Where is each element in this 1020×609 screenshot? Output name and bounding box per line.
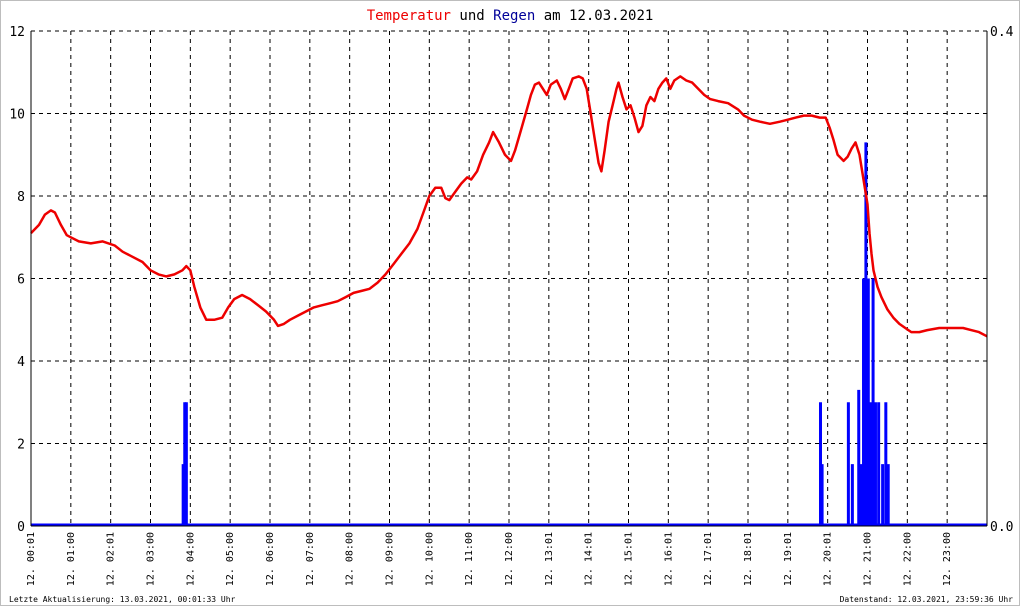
y-axis-labels: 0 2 4 6 8 10 12 0.0 0.4 (9, 25, 1013, 535)
x-tick-label: 12. 21:00 (863, 532, 874, 586)
title-temperature: Temperatur (367, 8, 451, 24)
x-tick-label: 12. 01:00 (66, 532, 77, 586)
temperature-line-group (30, 75, 988, 338)
rain-bar (859, 464, 863, 526)
y-right-tick-label: 0.4 (990, 25, 1014, 40)
temperature-line (30, 75, 988, 338)
y-left-tick-label: 6 (17, 273, 25, 288)
x-tick-label: 12. 00:01 (26, 532, 37, 586)
y-left-tick-label: 2 (17, 438, 25, 453)
y-right-tick-label: 0.0 (990, 520, 1013, 535)
rain-bar (183, 402, 187, 526)
x-tick-label: 12. 23:00 (942, 532, 953, 586)
x-tick-label: 12. 03:00 (146, 532, 157, 586)
x-tick-label: 12. 02:01 (106, 532, 117, 586)
footer-data-status: Datenstand: 12.03.2021, 23:59:36 Uhr (840, 595, 1014, 604)
x-tick-label: 12. 16:01 (663, 532, 674, 586)
rain-bar (877, 402, 881, 526)
rain-bar (864, 142, 868, 526)
x-tick-label: 12. 22:00 (902, 532, 913, 586)
rain-bar (871, 278, 875, 526)
x-tick-label: 12. 07:00 (305, 532, 316, 586)
x-tick-label: 12. 17:01 (703, 532, 714, 586)
footer-last-update: Letzte Aktualisierung: 13.03.2021, 00:01… (9, 595, 236, 604)
title-date: am 12.03.2021 (535, 8, 653, 24)
rain-bar (181, 464, 185, 526)
x-tick-label: 12. 10:00 (424, 532, 435, 586)
axes (30, 30, 988, 527)
rain-bar (846, 402, 850, 526)
rain-bar (857, 389, 861, 526)
y-left-tick-label: 10 (9, 108, 25, 123)
title-und: und (451, 8, 493, 24)
rain-bar (884, 402, 888, 526)
x-tick-label: 12. 14:01 (584, 532, 595, 586)
x-tick-label: 12. 13:01 (544, 532, 555, 586)
y-left-tick-label: 8 (17, 190, 25, 205)
x-tick-label: 12. 04:00 (185, 532, 196, 586)
rain-bar (818, 402, 822, 526)
x-tick-label: 12. 18:01 (743, 532, 754, 586)
rain-bar (862, 278, 866, 526)
chart-title: Temperatur und Regen am 12.03.2021 (367, 8, 654, 24)
x-tick-label: 12. 11:00 (464, 532, 475, 586)
x-tick-label: 12. 12:00 (504, 532, 515, 586)
rain-bar (886, 464, 890, 526)
rain-bar (184, 402, 188, 526)
x-tick-label: 12. 19:01 (783, 532, 794, 586)
x-tick-label: 12. 15:01 (624, 532, 635, 586)
rain-bars (31, 142, 987, 527)
x-axis-labels: 12. 00:01 12. 01:00 12. 02:01 12. 03:00 12. … (26, 532, 953, 586)
y-left-tick-label: 0 (17, 520, 25, 535)
y-left-tick-label: 4 (17, 355, 25, 370)
rain-bar (869, 402, 873, 526)
x-tick-label: 12. 06:00 (265, 532, 276, 586)
rain-bar (850, 464, 854, 526)
title-rain: Regen (493, 8, 535, 24)
x-tick-label: 12. 20:01 (823, 532, 834, 586)
rain-bar (820, 464, 824, 526)
x-tick-label: 12. 05:00 (225, 532, 236, 586)
rain-bar (881, 464, 885, 526)
grid (31, 30, 987, 526)
x-tick-label: 12. 09:00 (385, 532, 396, 586)
y-left-tick-label: 12 (9, 25, 25, 40)
x-tick-label: 12. 08:00 (345, 532, 356, 586)
rain-bar (873, 402, 877, 526)
rain-bar (866, 278, 870, 526)
